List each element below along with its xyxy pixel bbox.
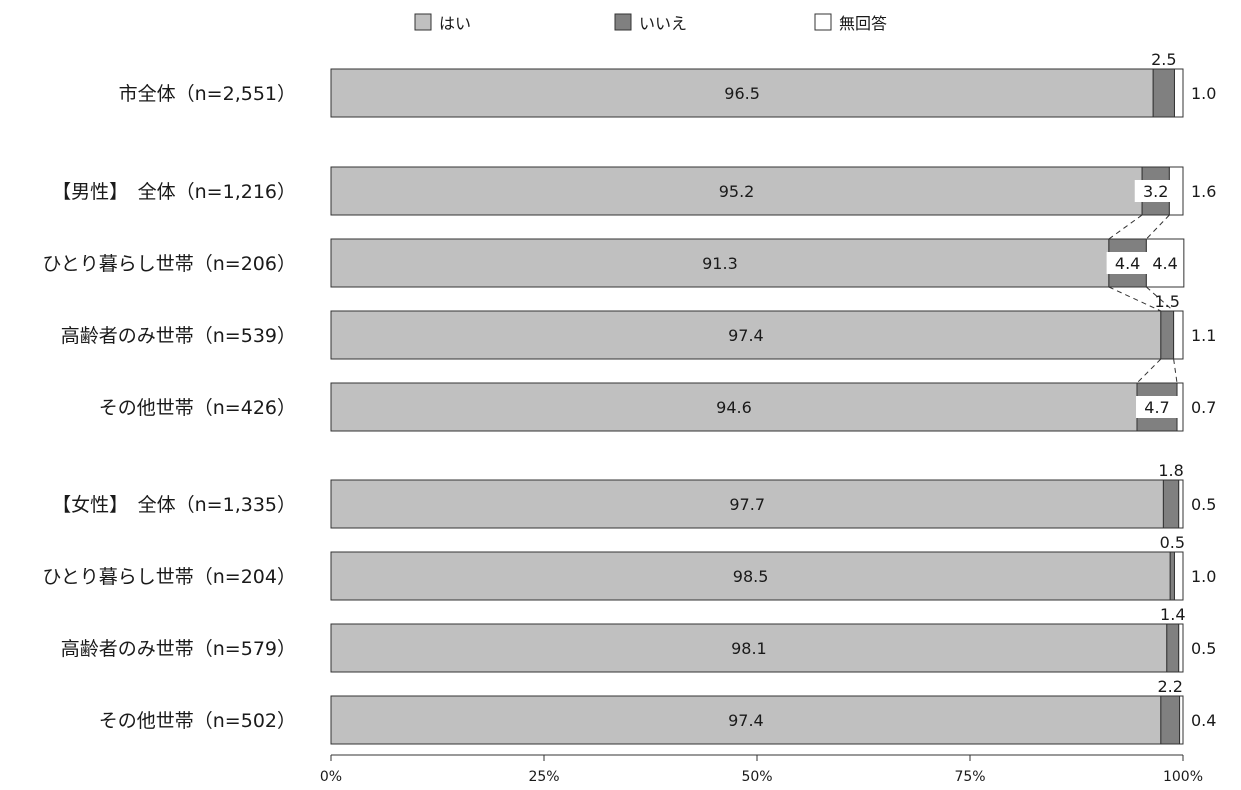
data-label: 98.5 [733, 567, 769, 586]
x-tick-label: 75% [954, 769, 985, 785]
label-background [1106, 252, 1149, 274]
data-label: 98.1 [731, 639, 767, 658]
data-label: 0.5 [1191, 639, 1216, 658]
data-label: 1.0 [1191, 84, 1216, 103]
category-label: 市全体（n=2,551） [119, 83, 296, 105]
legend-label-2: いいえ [639, 14, 687, 33]
bar-segment-yes [330, 310, 1162, 360]
bar-segment-na [1178, 479, 1184, 529]
data-label: 97.4 [728, 326, 764, 345]
legend-swatch-1 [414, 13, 432, 31]
bar-row: 高齢者のみ世帯（n=539） 97.4 1.5 1.1 [61, 292, 1216, 360]
data-label: 0.4 [1191, 711, 1216, 730]
x-tick-label: 25% [528, 769, 559, 785]
data-label: 95.2 [719, 182, 755, 201]
bar-segment-yes [330, 623, 1168, 673]
legend-swatch-3 [814, 13, 832, 31]
bar-row: 高齢者のみ世帯（n=579） 98.1 1.4 0.5 [61, 605, 1216, 673]
bar-row: その他世帯（n=426） 94.6 4.7 0.7 [99, 382, 1216, 432]
bar-segment-no [1152, 68, 1175, 118]
bar-row: ひとり暮らし世帯（n=206） 91.3 4.4 4.4 [42, 238, 1185, 288]
bar-segment-yes [330, 382, 1138, 432]
bar-segment-no [1160, 310, 1175, 360]
chart-legend: はい いいえ 無回答 [414, 13, 887, 33]
data-label: 1.1 [1191, 326, 1216, 345]
category-label: 高齢者のみ世帯（n=539） [61, 325, 296, 347]
category-label: その他世帯（n=426） [99, 397, 296, 419]
data-label: 1.0 [1191, 567, 1216, 586]
data-label: 4.4 [1152, 254, 1177, 273]
connector-line [1136, 358, 1162, 384]
category-label: 【女性】 全体（n=1,335） [52, 494, 296, 516]
data-label: 91.3 [702, 254, 738, 273]
data-label: 0.7 [1191, 398, 1216, 417]
bar-segment-yes [330, 551, 1171, 601]
data-label: 2.2 [1157, 677, 1182, 696]
bar-segment-yes [330, 479, 1164, 529]
connector-line [1146, 214, 1170, 240]
bar-segment-yes [330, 166, 1143, 216]
legend-swatch-2 [614, 13, 632, 31]
data-label: 97.7 [729, 495, 765, 514]
category-label: ひとり暮らし世帯（n=206） [42, 253, 296, 275]
bar-segment-na [1173, 68, 1184, 118]
bar-row: 市全体（n=2,551） 96.5 2.5 1.0 [119, 50, 1216, 118]
category-label: 高齢者のみ世帯（n=579） [61, 638, 296, 660]
bar-segment-yes [330, 238, 1110, 288]
category-label: 【男性】 全体（n=1,216） [52, 181, 296, 203]
data-label: 94.6 [716, 398, 752, 417]
data-label: 2.5 [1151, 50, 1176, 69]
data-label: 0.5 [1160, 533, 1185, 552]
connector-line [1146, 286, 1174, 312]
data-label: 0.5 [1191, 495, 1216, 514]
bar-row: ひとり暮らし世帯（n=204） 98.5 0.5 1.0 [42, 533, 1216, 601]
bar-segment-na [1145, 238, 1185, 288]
x-tick-label: 0% [320, 769, 342, 785]
data-label: 1.6 [1191, 182, 1216, 201]
connector-line [1173, 358, 1178, 384]
bar-segment-yes [330, 695, 1162, 745]
data-label: 1.4 [1160, 605, 1185, 624]
connector-line [1108, 286, 1162, 312]
bar-row: 【男性】 全体（n=1,216） 95.2 3.2 1.6 [52, 166, 1216, 216]
bar-segment-no [1162, 479, 1180, 529]
data-label: 1.5 [1155, 292, 1180, 311]
bar-segment-na [1179, 695, 1184, 745]
legend-label-1: はい [439, 14, 471, 33]
category-label: ひとり暮らし世帯（n=204） [42, 566, 296, 588]
bar-segment-no [1160, 695, 1181, 745]
x-axis: 0% 25% 50% 75% 100% [320, 754, 1203, 785]
category-label: その他世帯（n=502） [99, 710, 296, 732]
data-label: 96.5 [724, 84, 760, 103]
bar-row: その他世帯（n=502） 97.4 2.2 0.4 [99, 677, 1216, 745]
bar-segment-na [1173, 551, 1184, 601]
data-label: 4.7 [1144, 398, 1169, 417]
legend-label-3: 無回答 [839, 14, 887, 33]
bar-segment-yes [330, 68, 1154, 118]
bar-segment-no [1169, 551, 1175, 601]
data-label: 3.2 [1143, 182, 1168, 201]
bar-segment-no [1166, 623, 1180, 673]
bar-segment-na [1173, 310, 1184, 360]
bar-segment-na [1178, 623, 1184, 673]
label-background [1134, 180, 1177, 202]
bar-row: 【女性】 全体（n=1,335） 97.7 1.8 0.5 [52, 461, 1216, 529]
data-label: 1.8 [1158, 461, 1183, 480]
chart-plot-area: 市全体（n=2,551） 96.5 2.5 1.0 【男性】 全体（n=1,216） 95… [42, 50, 1216, 745]
x-tick-label: 100% [1163, 769, 1203, 785]
connector-line [1108, 214, 1143, 240]
data-label: 97.4 [728, 711, 764, 730]
data-label: 4.4 [1115, 254, 1140, 273]
x-tick-label: 50% [741, 769, 772, 785]
label-background [1136, 396, 1179, 418]
